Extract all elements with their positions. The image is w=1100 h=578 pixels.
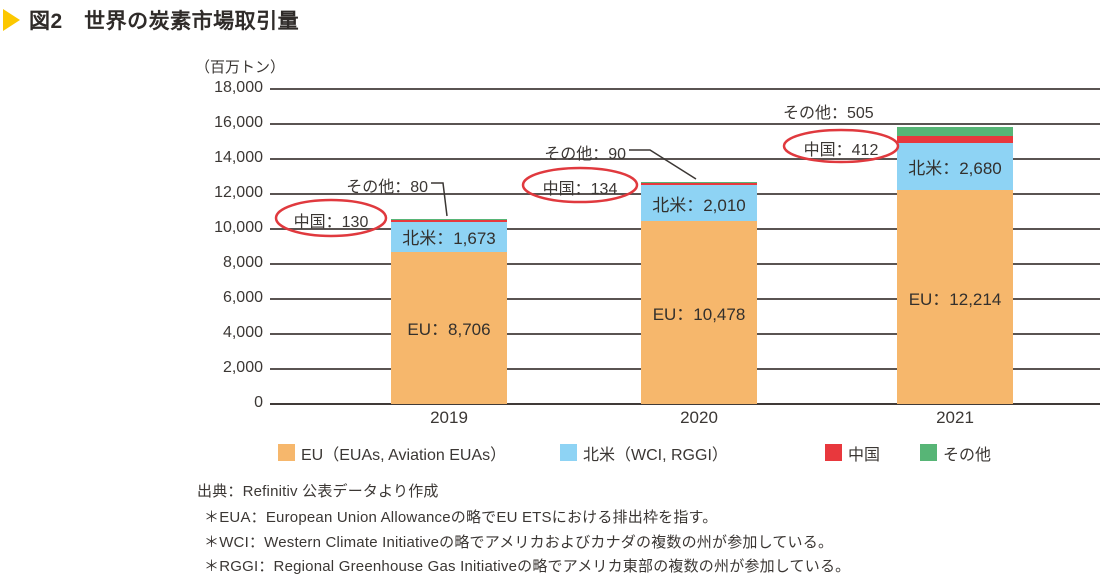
title-arrow-icon	[3, 9, 20, 31]
footnote-eua: ＊EUA：European Union Allowanceの略でEU ETSにお…	[204, 509, 718, 526]
legend-swatch-北米	[560, 444, 577, 461]
bar-2020-segment-中国	[641, 183, 757, 186]
y-tick-label-18000: 18,000	[214, 79, 263, 96]
source-note: 出典：Refinitiv 公表データより作成	[197, 483, 439, 500]
legend-item-その他: その他	[920, 443, 992, 464]
bar-2019-label-EU: EU：8,706	[407, 320, 491, 340]
bar-2020-label-北米: 北米：2,010	[652, 195, 746, 215]
callout-leader-line-2019	[431, 182, 448, 217]
bar-2019-segment-北米: 北米：1,673	[391, 222, 507, 252]
legend-item-EU: EU（EUAs, Aviation EUAs）	[278, 443, 507, 464]
bar-2021-segment-EU: EU：12,214	[897, 190, 1013, 404]
bar-2019-segment-その他	[391, 218, 507, 221]
bar-2021-segment-中国	[897, 136, 1013, 144]
callout-china-2019: 中国：130	[293, 214, 369, 231]
legend-item-北米: 北米（WCI, RGGI）	[560, 443, 728, 464]
gridline-18000	[270, 88, 1100, 90]
figure-title: 図2 世界の炭素市場取引量	[29, 10, 300, 33]
x-tick-label-2019: 2019	[430, 408, 468, 427]
callout-other-2021: その他：505	[783, 105, 874, 122]
legend-label-その他: その他	[943, 446, 992, 464]
footnote-wci: ＊WCI：Western Climate Initiativeの略でアメリカおよ…	[204, 534, 834, 551]
bar-2021-segment-北米: 北米：2,680	[897, 143, 1013, 191]
legend-swatch-中国	[825, 444, 842, 461]
y-axis-unit-label: （百万トン）	[195, 59, 286, 76]
callout-china-2020: 中国：134	[542, 181, 618, 198]
bar-2021-label-北米: 北米：2,680	[908, 159, 1002, 179]
legend-label-中国: 中国	[848, 446, 881, 464]
figure-title-row: 図2 世界の炭素市場取引量	[3, 5, 299, 35]
callout-china-2021: 中国：412	[803, 142, 879, 159]
bar-2019-label-北米: 北米：1,673	[402, 229, 496, 249]
bar-2020-label-EU: EU：10,478	[652, 304, 746, 324]
bar-2020-segment-EU: EU：10,478	[641, 220, 757, 404]
bar-2019-segment-EU: EU：8,706	[391, 251, 507, 404]
y-tick-label-0: 0	[254, 394, 263, 411]
y-tick-label-14000: 14,000	[214, 149, 263, 166]
legend-swatch-その他	[920, 444, 937, 461]
x-tick-label-2020: 2020	[680, 408, 718, 427]
callout-other-2019: その他：80	[346, 179, 428, 196]
gridline-16000	[270, 123, 1100, 125]
bar-2021-label-EU: EU：12,214	[908, 289, 1002, 309]
y-tick-label-4000: 4,000	[222, 324, 263, 341]
bar-2019-segment-中国	[391, 220, 507, 223]
bar-2021-segment-その他	[897, 127, 1013, 137]
y-tick-label-12000: 12,000	[214, 184, 263, 201]
y-tick-label-6000: 6,000	[222, 289, 263, 306]
footnote-rggi: ＊RGGI：Regional Greenhouse Gas Initiative…	[204, 558, 851, 575]
y-tick-label-10000: 10,000	[214, 219, 263, 236]
y-tick-label-16000: 16,000	[214, 114, 263, 131]
bar-2020-segment-北米: 北米：2,010	[641, 185, 757, 221]
x-tick-label-2021: 2021	[936, 408, 974, 427]
legend-label-EU: EU（EUAs, Aviation EUAs）	[301, 446, 507, 464]
legend-swatch-EU	[278, 444, 295, 461]
y-tick-label-2000: 2,000	[222, 359, 263, 376]
gridline-0	[270, 403, 1100, 406]
legend-label-北米: 北米（WCI, RGGI）	[583, 446, 728, 464]
legend-item-中国: 中国	[825, 443, 881, 464]
callout-other-2020: その他：90	[544, 146, 626, 163]
y-tick-label-8000: 8,000	[222, 254, 263, 271]
bar-2020-segment-その他	[641, 181, 757, 184]
